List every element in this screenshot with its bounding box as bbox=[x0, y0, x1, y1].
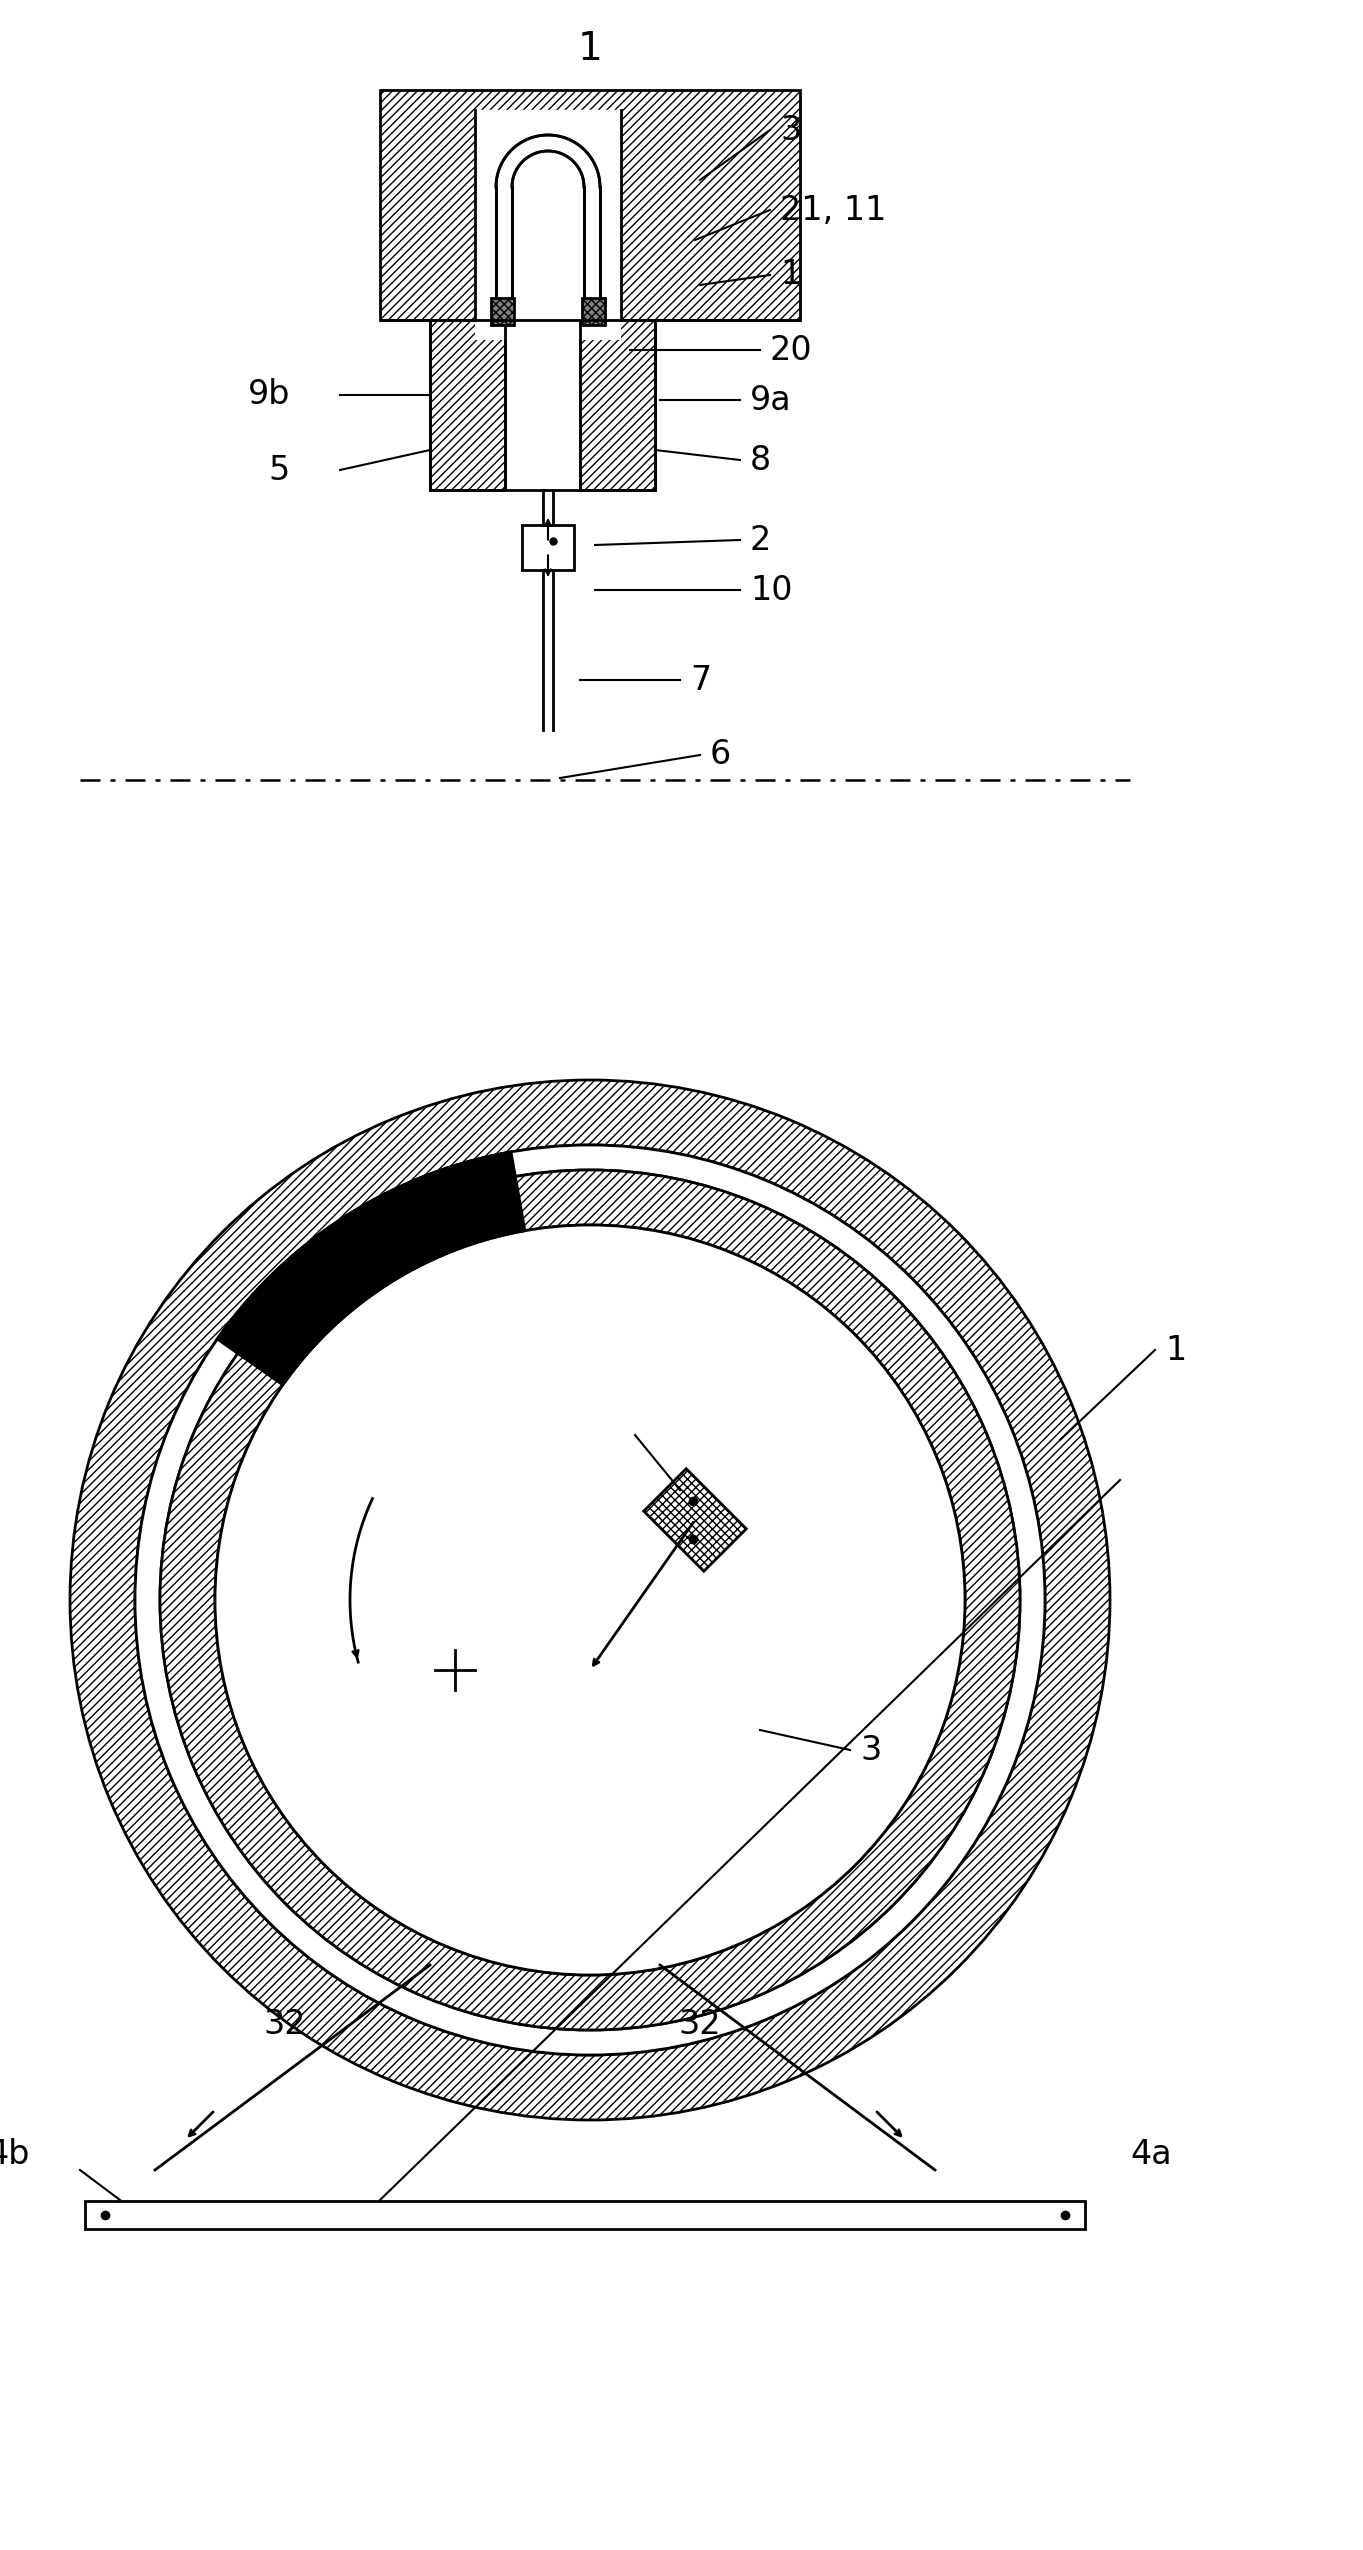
Text: 13: 13 bbox=[384, 1443, 428, 1476]
Polygon shape bbox=[643, 1469, 747, 1571]
Text: 2: 2 bbox=[604, 1413, 626, 1446]
Text: 7: 7 bbox=[506, 1578, 526, 1612]
Text: 4b: 4b bbox=[0, 2139, 30, 2173]
Text: 4a: 4a bbox=[1130, 2139, 1172, 2173]
Polygon shape bbox=[582, 298, 605, 324]
Text: 9a: 9a bbox=[750, 382, 792, 416]
Text: 8: 8 bbox=[750, 444, 771, 477]
Bar bbox=[85, 2201, 1085, 2229]
Text: 3: 3 bbox=[860, 1734, 882, 1767]
Text: 1: 1 bbox=[780, 258, 801, 291]
Bar bbox=[542, 490, 553, 729]
Text: 6: 6 bbox=[405, 1686, 427, 1719]
Polygon shape bbox=[581, 319, 656, 490]
Text: 1: 1 bbox=[1165, 1334, 1186, 1367]
Wedge shape bbox=[159, 1170, 1020, 2030]
Text: 1: 1 bbox=[578, 31, 602, 69]
Text: 32: 32 bbox=[263, 2009, 307, 2043]
Wedge shape bbox=[70, 1081, 1109, 2119]
Wedge shape bbox=[217, 1153, 525, 1385]
Text: 3: 3 bbox=[780, 115, 801, 145]
Text: 7: 7 bbox=[690, 663, 711, 696]
Text: 5: 5 bbox=[269, 454, 290, 487]
Polygon shape bbox=[491, 298, 514, 324]
Circle shape bbox=[215, 1224, 965, 1976]
Bar bbox=[522, 525, 574, 571]
Bar bbox=[474, 110, 622, 339]
Text: 5: 5 bbox=[791, 1558, 811, 1591]
Text: 32: 32 bbox=[679, 2009, 721, 2043]
Bar bbox=[474, 110, 622, 319]
Bar bbox=[512, 135, 583, 319]
Text: 10: 10 bbox=[750, 574, 792, 607]
Bar bbox=[429, 319, 656, 490]
Polygon shape bbox=[429, 319, 506, 490]
Text: 6: 6 bbox=[710, 740, 732, 773]
Text: 21, 11: 21, 11 bbox=[780, 194, 886, 227]
Polygon shape bbox=[380, 89, 800, 319]
Text: 9b: 9b bbox=[248, 377, 290, 411]
Wedge shape bbox=[135, 1145, 1045, 2055]
Text: 2: 2 bbox=[750, 523, 771, 556]
Text: 20: 20 bbox=[770, 334, 812, 367]
